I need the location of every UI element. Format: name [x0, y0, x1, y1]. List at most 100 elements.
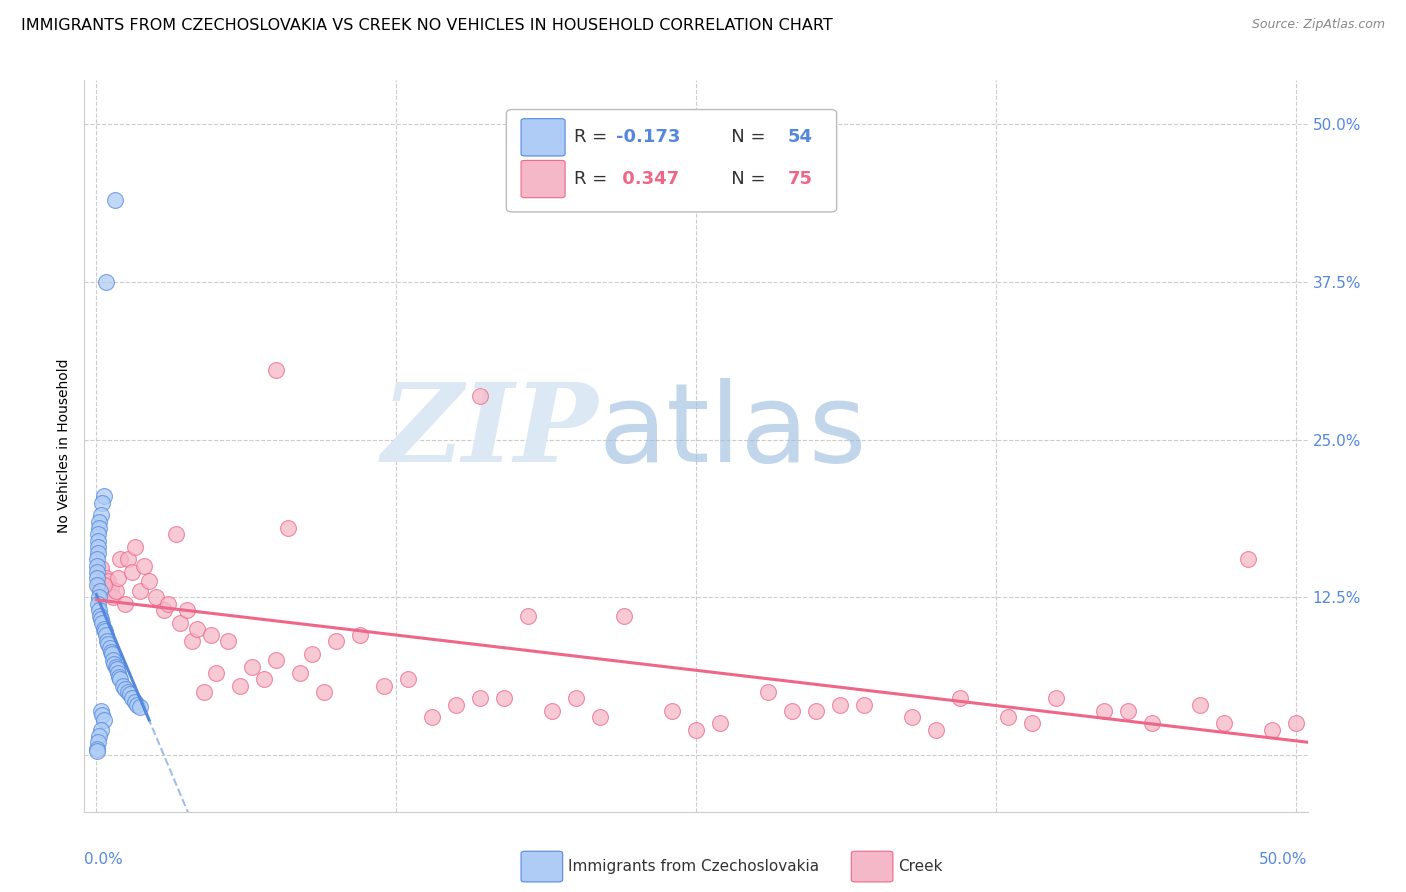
Point: [589, 710, 612, 724]
Point: [685, 723, 707, 737]
Point: [804, 704, 827, 718]
Text: N =: N =: [714, 170, 772, 188]
Point: [86, 741, 108, 756]
Point: [103, 657, 125, 672]
Point: [90, 704, 112, 718]
Point: [104, 193, 127, 207]
Point: [165, 527, 187, 541]
Point: [97, 574, 120, 588]
Point: [517, 609, 540, 624]
Point: [86, 744, 108, 758]
FancyBboxPatch shape: [506, 110, 837, 212]
Text: -0.173: -0.173: [616, 128, 681, 146]
Text: 0.0%: 0.0%: [84, 852, 124, 867]
Point: [100, 582, 122, 596]
Point: [87, 735, 110, 749]
Text: ZIP: ZIP: [381, 377, 598, 485]
Text: 75: 75: [787, 170, 813, 188]
Point: [494, 691, 516, 706]
Point: [240, 659, 263, 673]
Point: [104, 659, 127, 673]
Point: [110, 552, 132, 566]
Point: [91, 707, 114, 722]
Point: [90, 723, 112, 737]
Point: [124, 540, 146, 554]
FancyBboxPatch shape: [522, 851, 562, 882]
Point: [444, 698, 467, 712]
Point: [780, 704, 803, 718]
Point: [93, 713, 115, 727]
Point: [87, 533, 110, 548]
Point: [997, 710, 1019, 724]
Point: [128, 584, 150, 599]
Point: [98, 640, 121, 655]
Point: [1045, 691, 1067, 706]
Point: [90, 561, 112, 575]
Point: [93, 578, 115, 592]
Point: [121, 691, 143, 706]
Point: [229, 679, 252, 693]
Point: [193, 685, 215, 699]
Point: [87, 540, 110, 554]
Point: [86, 552, 108, 566]
Point: [828, 698, 851, 712]
Point: [1236, 552, 1258, 566]
Point: [87, 521, 110, 535]
Point: [152, 603, 174, 617]
Point: [90, 612, 112, 626]
Point: [396, 673, 419, 687]
Point: [97, 637, 120, 651]
Point: [128, 700, 150, 714]
Point: [104, 584, 127, 599]
Point: [925, 723, 948, 737]
Point: [205, 665, 228, 680]
Text: Immigrants from Czechoslovakia: Immigrants from Czechoslovakia: [568, 859, 818, 874]
Point: [89, 515, 111, 529]
Point: [290, 665, 312, 680]
Point: [90, 508, 112, 523]
Text: 0.347: 0.347: [616, 170, 679, 188]
Point: [87, 591, 110, 605]
Point: [314, 685, 336, 699]
Point: [117, 552, 139, 566]
Point: [87, 597, 110, 611]
Point: [105, 662, 128, 676]
Text: atlas: atlas: [598, 378, 866, 485]
Point: [277, 521, 299, 535]
Point: [200, 628, 222, 642]
Text: Creek: Creek: [898, 859, 942, 874]
Point: [1284, 716, 1306, 731]
Point: [1212, 716, 1234, 731]
Point: [89, 584, 111, 599]
Point: [613, 609, 636, 624]
Point: [157, 597, 180, 611]
Point: [145, 591, 167, 605]
Point: [121, 565, 143, 579]
Point: [1188, 698, 1211, 712]
Point: [709, 716, 731, 731]
Point: [117, 685, 139, 699]
Point: [94, 571, 117, 585]
Point: [101, 591, 124, 605]
Point: [100, 644, 122, 658]
Text: IMMIGRANTS FROM CZECHOSLOVAKIA VS CREEK NO VEHICLES IN HOUSEHOLD CORRELATION CHA: IMMIGRANTS FROM CZECHOSLOVAKIA VS CREEK …: [21, 18, 832, 33]
Point: [108, 670, 131, 684]
Point: [110, 673, 132, 687]
Point: [325, 634, 347, 648]
Point: [86, 565, 108, 579]
Point: [101, 653, 124, 667]
Y-axis label: No Vehicles in Household: No Vehicles in Household: [58, 359, 72, 533]
Point: [118, 688, 141, 702]
Point: [1116, 704, 1139, 718]
Point: [181, 634, 204, 648]
FancyBboxPatch shape: [522, 119, 565, 156]
Point: [86, 558, 108, 573]
Point: [264, 363, 287, 377]
FancyBboxPatch shape: [851, 851, 893, 882]
Point: [87, 729, 110, 743]
Point: [373, 679, 395, 693]
Text: R =: R =: [574, 128, 613, 146]
Point: [301, 647, 323, 661]
Text: 50.0%: 50.0%: [1260, 852, 1308, 867]
Point: [349, 628, 371, 642]
